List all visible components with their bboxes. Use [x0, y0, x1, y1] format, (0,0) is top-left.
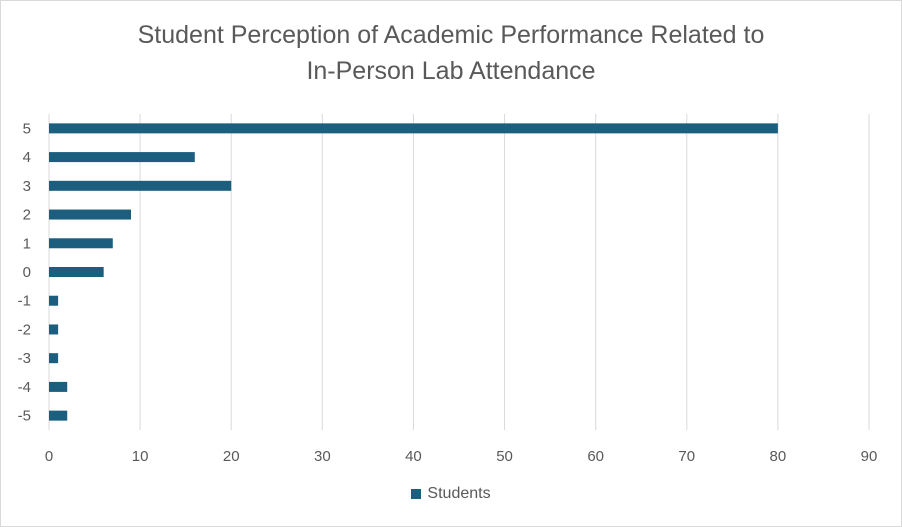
legend: Students — [1, 485, 901, 503]
bar--1 — [49, 295, 59, 306]
bar--5 — [49, 410, 68, 421]
y-tick-label: -1 — [18, 293, 31, 310]
x-tick-label: 70 — [678, 448, 695, 465]
bar--4 — [49, 381, 68, 392]
y-tick-label: 1 — [23, 235, 31, 252]
y-tick-label: -5 — [18, 408, 31, 425]
bar--2 — [49, 324, 59, 335]
bar-2 — [49, 209, 131, 220]
bar--3 — [49, 353, 59, 364]
y-tick-label: -4 — [18, 379, 31, 396]
x-axis-labels: 0 10 20 30 40 50 60 70 80 90 — [45, 448, 878, 465]
x-tick-label: 90 — [861, 448, 878, 465]
x-tick-label: 80 — [770, 448, 787, 465]
bar-0 — [49, 267, 104, 277]
x-tick-label: 20 — [223, 448, 240, 465]
bar-5 — [49, 123, 778, 134]
y-tick-label: -3 — [18, 350, 31, 367]
bar-4 — [49, 152, 195, 163]
chart-title-line-2: In-Person Lab Attendance — [306, 57, 596, 85]
y-tick-label: 4 — [23, 149, 31, 166]
y-axis-labels: -5 -4 -3 -2 -1 0 1 2 3 4 5 — [18, 120, 31, 424]
chart-title-line-1: Student Perception of Academic Performan… — [137, 21, 765, 49]
x-tick-label: 60 — [587, 448, 604, 465]
bar-1 — [49, 238, 113, 249]
gridlines — [48, 114, 870, 430]
legend-swatch — [411, 489, 422, 499]
x-tick-label: 30 — [314, 448, 331, 465]
legend-label: Students — [427, 485, 491, 502]
x-tick-label: 10 — [132, 448, 149, 465]
bars — [49, 123, 778, 421]
bar-3 — [49, 180, 232, 191]
y-tick-label: 0 — [23, 264, 31, 281]
y-tick-label: 5 — [23, 120, 31, 137]
chart-title: Student Perception of Academic Performan… — [1, 17, 901, 89]
x-tick-label: 40 — [405, 448, 422, 465]
x-tick-label: 0 — [45, 448, 53, 465]
x-tick-label: 50 — [496, 448, 513, 465]
y-tick-label: -2 — [18, 321, 31, 338]
y-tick-label: 2 — [23, 207, 31, 224]
y-tick-label: 3 — [23, 178, 31, 195]
